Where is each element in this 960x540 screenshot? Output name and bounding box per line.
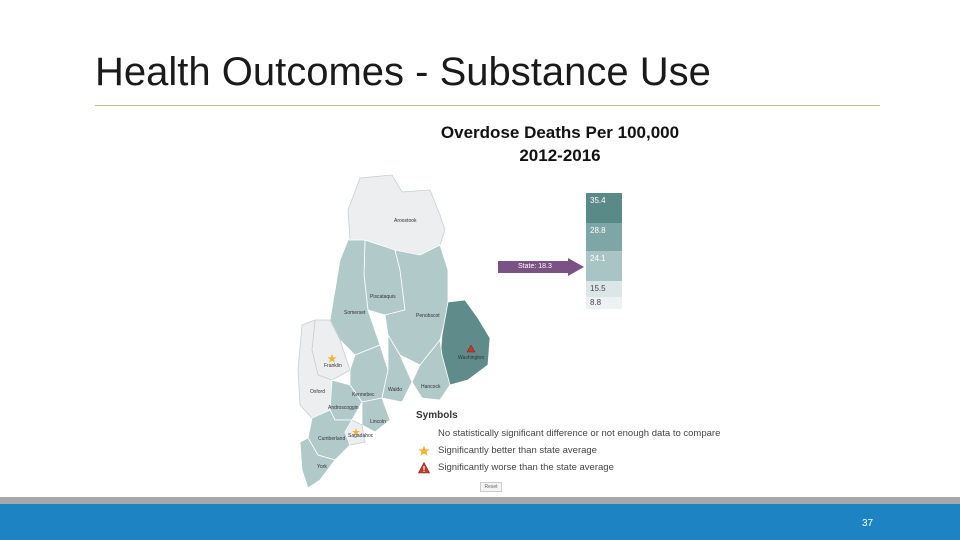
scale-cell: 8.8: [586, 297, 622, 309]
footer-divider: [0, 497, 960, 504]
label-washington: Washington: [458, 355, 484, 361]
blank-icon: [416, 428, 432, 440]
map-heading: Overdose Deaths Per 100,000 2012-2016: [380, 121, 740, 167]
label-lincoln: Lincoln: [370, 419, 386, 425]
map-heading-line1: Overdose Deaths Per 100,000: [440, 123, 680, 142]
symbols-legend: Symbols No statistically significant dif…: [416, 410, 786, 476]
reset-zoom-button[interactable]: Reset: [480, 482, 502, 492]
legend-item: No statistically significant difference …: [416, 425, 786, 442]
legend-item: Significantly worse than the state avera…: [416, 459, 786, 476]
scale-cell: 28.8: [586, 223, 622, 251]
label-franklin: Franklin: [324, 363, 342, 369]
county-hancock[interactable]: [411, 339, 451, 401]
legend-item: Significantly better than state average: [416, 442, 786, 459]
slide-title: Health Outcomes - Substance Use: [95, 50, 711, 94]
county-waldo[interactable]: [381, 333, 413, 403]
label-waldo: Waldo: [388, 387, 402, 393]
symbols-title: Symbols: [416, 410, 458, 421]
warning-triangle-icon: [466, 344, 476, 353]
label-piscataquis: Piscataquis: [370, 294, 396, 300]
legend-item-text: Significantly better than state average: [438, 445, 597, 456]
county-washington[interactable]: [439, 299, 491, 386]
scale-cell: 35.4: [586, 193, 622, 223]
scale-cell: 15.5: [586, 281, 622, 297]
page-number: 37: [862, 518, 874, 529]
legend-item-text: Significantly worse than the state avera…: [438, 462, 614, 473]
warning-triangle-icon: [416, 461, 432, 474]
scale-cell: 24.1: [586, 251, 622, 281]
county-map: Aroostook Piscataquis Somerset Penobscot…: [290, 170, 780, 495]
label-york: York: [317, 464, 327, 470]
color-scale: 35.4 28.8 24.1 15.5 8.8: [586, 193, 622, 309]
map-heading-line2: 2012-2016: [519, 146, 601, 165]
label-kennebec: Kennebec: [352, 392, 375, 398]
legend-item-text: No statistically significant difference …: [438, 428, 721, 439]
star-icon: [327, 354, 337, 363]
star-icon: [416, 445, 432, 457]
star-icon: [352, 428, 360, 436]
label-cumberland: Cumberland: [318, 436, 345, 442]
label-oxford: Oxford: [310, 389, 325, 395]
label-somerset: Somerset: [344, 310, 366, 316]
label-aroostook: Aroostook: [394, 218, 417, 224]
footer-bar: [0, 504, 960, 540]
label-penobscot: Penobscot: [416, 313, 440, 319]
label-hancock: Hancock: [421, 384, 441, 390]
maine-county-map: Aroostook Piscataquis Somerset Penobscot…: [297, 174, 491, 489]
state-average-arrow-icon: [498, 258, 584, 276]
title-divider: [95, 105, 880, 106]
state-average-label: State: 18.3: [518, 263, 552, 270]
label-sagadahoc: Sagadahoc: [348, 433, 374, 439]
county-york[interactable]: [299, 437, 336, 489]
county-lincoln[interactable]: [361, 397, 391, 433]
label-androscoggin: Androscoggin: [328, 405, 359, 411]
